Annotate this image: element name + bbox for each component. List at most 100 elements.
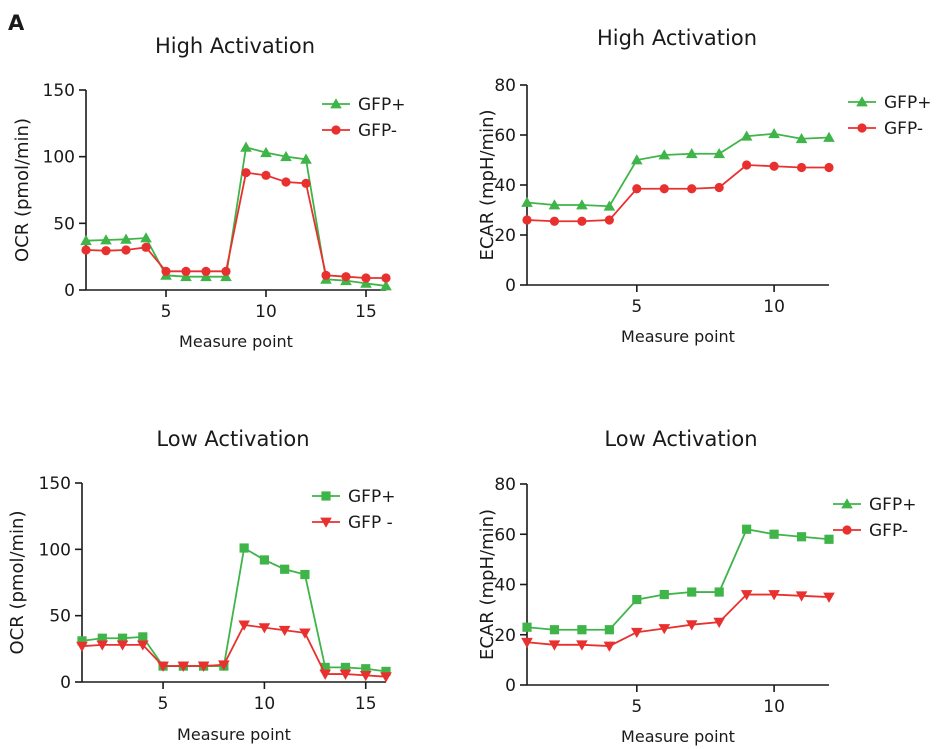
data-point: [301, 178, 311, 188]
data-point: [278, 625, 291, 637]
x-tick-label: 10: [255, 302, 277, 322]
data-point: [713, 147, 725, 159]
data-point: [577, 625, 587, 635]
data-point: [381, 666, 391, 676]
legend: GFP+ GFP -: [312, 487, 395, 533]
data-point: [380, 280, 392, 291]
data-point: [381, 273, 391, 283]
legend: GFP+ GFP-: [848, 93, 931, 139]
data-point: [116, 640, 129, 651]
data-point: [140, 232, 152, 243]
series-gfp-minus: [81, 168, 391, 283]
series-gfp-minus: [76, 620, 392, 683]
data-point: [576, 199, 588, 210]
x-tick-label: 10: [254, 694, 276, 714]
legend-marker: [842, 525, 852, 535]
y-tick-label: 20: [494, 626, 516, 646]
data-point: [576, 640, 588, 651]
series-gfp-plus: [522, 524, 834, 635]
data-point: [360, 277, 372, 288]
data-point: [549, 216, 560, 226]
data-point: [685, 620, 698, 631]
series-line: [526, 528, 830, 631]
data-point: [796, 532, 807, 542]
legend-label: GFP-: [358, 121, 397, 141]
data-point: [632, 184, 642, 194]
y-axis-label: ECAR (mpH/min): [477, 109, 498, 260]
legend-label: GFP+: [348, 487, 395, 507]
data-point: [161, 266, 171, 276]
data-point: [824, 534, 834, 544]
legend: GFP+ GFP-: [322, 95, 405, 141]
legend-label: GFP+: [358, 95, 405, 115]
x-tick-label: 10: [763, 297, 785, 317]
x-tick-label: 15: [355, 694, 377, 714]
chart-title: High Activation: [155, 34, 315, 58]
data-point: [81, 245, 91, 255]
series-gfp-plus: [77, 543, 391, 676]
data-point: [300, 569, 310, 580]
data-point: [220, 270, 232, 282]
data-point: [299, 628, 311, 639]
data-point: [281, 177, 291, 187]
data-point: [577, 216, 587, 226]
data-point: [521, 637, 533, 649]
x-tick-label: 5: [158, 694, 169, 714]
data-point: [121, 245, 131, 255]
legend-marker: [330, 98, 342, 109]
data-point: [359, 670, 372, 682]
data-point: [221, 266, 231, 276]
data-point: [604, 215, 614, 225]
data-point: [101, 246, 111, 256]
data-point: [361, 273, 371, 283]
data-point: [823, 131, 835, 142]
y-tick-label: 100: [43, 148, 75, 168]
data-point: [632, 594, 642, 605]
legend-label: GFP-: [869, 521, 908, 541]
series-line: [81, 546, 387, 673]
y-tick-label: 80: [494, 475, 516, 495]
data-point: [201, 266, 211, 276]
data-point: [340, 662, 351, 673]
data-point: [258, 623, 271, 634]
series-line: [526, 164, 829, 223]
data-point: [76, 641, 88, 652]
data-point: [241, 168, 251, 178]
data-point: [260, 146, 272, 158]
series-line: [85, 146, 387, 287]
data-point: [740, 130, 753, 141]
data-point: [100, 234, 112, 245]
data-point: [522, 622, 532, 632]
y-tick-label: 40: [494, 176, 516, 196]
y-tick-label: 0: [505, 276, 516, 296]
data-point: [714, 182, 724, 193]
y-tick-label: 150: [43, 81, 75, 101]
chart-title: Low Activation: [604, 427, 757, 451]
data-point: [97, 633, 107, 643]
data-point: [120, 233, 132, 244]
x-axis-label: Measure point: [621, 327, 735, 346]
data-point: [361, 664, 371, 674]
legend-label: GFP+: [869, 495, 916, 515]
data-point: [769, 161, 779, 171]
legend-label: GFP+: [884, 93, 931, 113]
y-tick-label: 0: [60, 673, 71, 693]
data-point: [300, 153, 312, 164]
data-point: [795, 591, 808, 602]
data-point: [713, 617, 725, 628]
data-point: [603, 200, 616, 211]
data-point: [137, 640, 149, 651]
panel-label: A: [8, 11, 25, 35]
data-point: [631, 154, 643, 165]
data-point: [742, 524, 752, 534]
data-point: [321, 270, 331, 280]
series-line: [81, 623, 387, 678]
data-point: [339, 669, 352, 680]
y-tick-label: 50: [49, 607, 71, 627]
series-gfp-minus: [521, 590, 835, 652]
data-point: [280, 150, 292, 162]
data-point: [180, 270, 192, 282]
data-point: [380, 672, 392, 683]
data-point: [769, 529, 779, 539]
